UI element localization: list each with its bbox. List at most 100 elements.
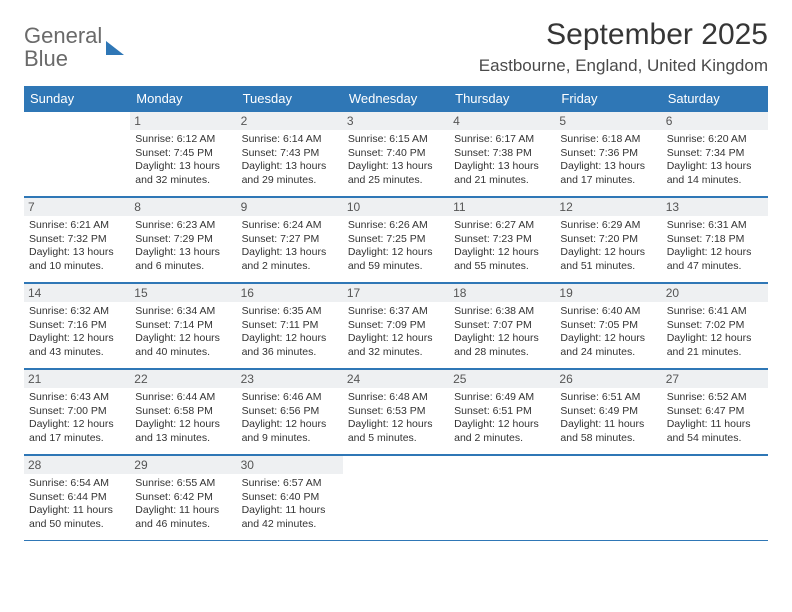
day-info: Sunrise: 6:29 AMSunset: 7:20 PMDaylight:… — [560, 219, 656, 274]
sunrise-line: Sunrise: 6:49 AM — [454, 391, 550, 405]
calendar-week-row: 21Sunrise: 6:43 AMSunset: 7:00 PMDayligh… — [24, 369, 768, 455]
calendar-cell: 22 Sunrise: 6:44 AMSunset: 6:58 PMDayligh… — [130, 369, 236, 455]
daylight-line: Daylight: 12 hours and 40 minutes. — [135, 332, 231, 359]
weekday-header: Saturday — [662, 86, 768, 111]
day-number: 11 — [449, 198, 555, 216]
header: General Blue September 2025 Eastbourne, … — [24, 18, 768, 76]
daylight-line: Daylight: 12 hours and 24 minutes. — [560, 332, 656, 359]
sunrise-line: Sunrise: 6:18 AM — [560, 133, 656, 147]
daylight-line: Daylight: 13 hours and 2 minutes. — [242, 246, 338, 273]
day-number: 3 — [343, 112, 449, 130]
sunset-line: Sunset: 7:00 PM — [29, 405, 125, 419]
day-number: 14 — [24, 284, 130, 302]
day-info: Sunrise: 6:38 AMSunset: 7:07 PMDaylight:… — [454, 305, 550, 360]
day-number: 22 — [130, 370, 236, 388]
sunrise-line: Sunrise: 6:20 AM — [667, 133, 763, 147]
brand-line1: General — [24, 24, 102, 47]
calendar-cell: 10Sunrise: 6:26 AMSunset: 7:25 PMDayligh… — [343, 197, 449, 283]
day-number: 16 — [237, 284, 343, 302]
sunrise-line: Sunrise: 6:44 AM — [135, 391, 231, 405]
calendar-week-row: 28Sunrise: 6:54 AMSunset: 6:44 PMDayligh… — [24, 455, 768, 541]
daylight-line: Daylight: 11 hours and 46 minutes. — [135, 504, 231, 531]
day-info: Sunrise: 6:37 AMSunset: 7:09 PMDaylight:… — [348, 305, 444, 360]
calendar-cell: 27Sunrise: 6:52 AMSunset: 6:47 PMDayligh… — [662, 369, 768, 455]
sunset-line: Sunset: 7:25 PM — [348, 233, 444, 247]
day-info: Sunrise: 6:46 AMSunset: 6:56 PMDaylight:… — [242, 391, 338, 446]
daylight-line: Daylight: 12 hours and 51 minutes. — [560, 246, 656, 273]
calendar-cell: 29Sunrise: 6:55 AMSunset: 6:42 PMDayligh… — [130, 455, 236, 541]
weekday-header-row: SundayMondayTuesdayWednesdayThursdayFrid… — [24, 86, 768, 111]
daylight-line: Daylight: 13 hours and 21 minutes. — [454, 160, 550, 187]
day-number: 23 — [237, 370, 343, 388]
day-number: 25 — [449, 370, 555, 388]
sunrise-line: Sunrise: 6:37 AM — [348, 305, 444, 319]
day-number: 7 — [24, 198, 130, 216]
day-info: Sunrise: 6:31 AMSunset: 7:18 PMDaylight:… — [667, 219, 763, 274]
weekday-header: Friday — [555, 86, 661, 111]
sunset-line: Sunset: 6:56 PM — [242, 405, 338, 419]
day-number: 17 — [343, 284, 449, 302]
sunrise-line: Sunrise: 6:55 AM — [135, 477, 231, 491]
calendar-cell: 4Sunrise: 6:17 AMSunset: 7:38 PMDaylight… — [449, 111, 555, 197]
weekday-header: Tuesday — [237, 86, 343, 111]
day-number: 8 — [130, 198, 236, 216]
sunset-line: Sunset: 7:02 PM — [667, 319, 763, 333]
daylight-line: Daylight: 12 hours and 36 minutes. — [242, 332, 338, 359]
sunrise-line: Sunrise: 6:17 AM — [454, 133, 550, 147]
day-number: 6 — [662, 112, 768, 130]
sunset-line: Sunset: 6:58 PM — [135, 405, 231, 419]
day-info: Sunrise: 6:40 AMSunset: 7:05 PMDaylight:… — [560, 305, 656, 360]
sunrise-line: Sunrise: 6:34 AM — [135, 305, 231, 319]
day-number: 13 — [662, 198, 768, 216]
day-info: Sunrise: 6:15 AMSunset: 7:40 PMDaylight:… — [348, 133, 444, 188]
sunset-line: Sunset: 6:40 PM — [242, 491, 338, 505]
weekday-header: Thursday — [449, 86, 555, 111]
sunrise-line: Sunrise: 6:38 AM — [454, 305, 550, 319]
day-info: Sunrise: 6:49 AMSunset: 6:51 PMDaylight:… — [454, 391, 550, 446]
calendar-cell: 5Sunrise: 6:18 AMSunset: 7:36 PMDaylight… — [555, 111, 661, 197]
daylight-line: Daylight: 13 hours and 10 minutes. — [29, 246, 125, 273]
sunrise-line: Sunrise: 6:21 AM — [29, 219, 125, 233]
calendar-cell: 17 Sunrise: 6:37 AMSunset: 7:09 PMDayligh… — [343, 283, 449, 369]
sunset-line: Sunset: 7:43 PM — [242, 147, 338, 161]
sunset-line: Sunset: 6:51 PM — [454, 405, 550, 419]
day-number: 10 — [343, 198, 449, 216]
calendar-cell: 3 Sunrise: 6:15 AMSunset: 7:40 PMDaylight… — [343, 111, 449, 197]
sunset-line: Sunset: 7:23 PM — [454, 233, 550, 247]
daylight-line: Daylight: 12 hours and 17 minutes. — [29, 418, 125, 445]
day-number: 28 — [24, 456, 130, 474]
sunrise-line: Sunrise: 6:29 AM — [560, 219, 656, 233]
day-info: Sunrise: 6:35 AMSunset: 7:11 PMDaylight:… — [242, 305, 338, 360]
sunrise-line: Sunrise: 6:43 AM — [29, 391, 125, 405]
daylight-line: Daylight: 11 hours and 42 minutes. — [242, 504, 338, 531]
sunrise-line: Sunrise: 6:35 AM — [242, 305, 338, 319]
sunset-line: Sunset: 7:11 PM — [242, 319, 338, 333]
sunrise-line: Sunrise: 6:27 AM — [454, 219, 550, 233]
calendar-cell: 7 Sunrise: 6:21 AMSunset: 7:32 PMDaylight… — [24, 197, 130, 283]
weekday-header: Sunday — [24, 86, 130, 111]
sunrise-line: Sunrise: 6:52 AM — [667, 391, 763, 405]
day-number: 5 — [555, 112, 661, 130]
sunset-line: Sunset: 7:36 PM — [560, 147, 656, 161]
calendar-week-row: 7 Sunrise: 6:21 AMSunset: 7:32 PMDaylight… — [24, 197, 768, 283]
day-info: Sunrise: 6:14 AMSunset: 7:43 PMDaylight:… — [242, 133, 338, 188]
day-number: 20 — [662, 284, 768, 302]
calendar-cell: 19Sunrise: 6:40 AMSunset: 7:05 PMDayligh… — [555, 283, 661, 369]
daylight-line: Daylight: 13 hours and 29 minutes. — [242, 160, 338, 187]
sunrise-line: Sunrise: 6:24 AM — [242, 219, 338, 233]
daylight-line: Daylight: 12 hours and 13 minutes. — [135, 418, 231, 445]
day-info: Sunrise: 6:55 AMSunset: 6:42 PMDaylight:… — [135, 477, 231, 532]
daylight-line: Daylight: 12 hours and 59 minutes. — [348, 246, 444, 273]
calendar-cell: 9Sunrise: 6:24 AMSunset: 7:27 PMDaylight… — [237, 197, 343, 283]
weekday-header: Monday — [130, 86, 236, 111]
calendar-cell: 11 Sunrise: 6:27 AMSunset: 7:23 PMDayligh… — [449, 197, 555, 283]
day-number: 21 — [24, 370, 130, 388]
day-info: Sunrise: 6:32 AMSunset: 7:16 PMDaylight:… — [29, 305, 125, 360]
calendar-cell — [662, 455, 768, 541]
sunrise-line: Sunrise: 6:32 AM — [29, 305, 125, 319]
day-info: Sunrise: 6:21 AMSunset: 7:32 PMDaylight:… — [29, 219, 125, 274]
calendar-cell: 6Sunrise: 6:20 AMSunset: 7:34 PMDaylight… — [662, 111, 768, 197]
day-info: Sunrise: 6:17 AMSunset: 7:38 PMDaylight:… — [454, 133, 550, 188]
daylight-line: Daylight: 12 hours and 55 minutes. — [454, 246, 550, 273]
sunset-line: Sunset: 7:14 PM — [135, 319, 231, 333]
